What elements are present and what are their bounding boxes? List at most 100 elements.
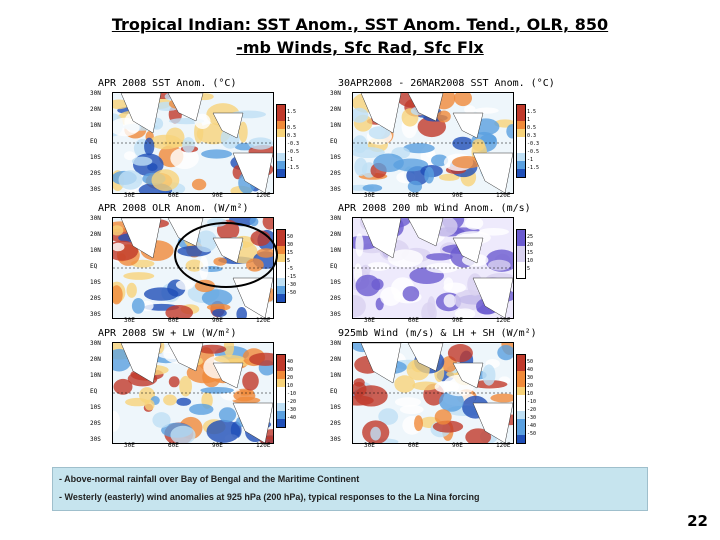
colorbar-label: -0.3	[527, 141, 540, 147]
lat-label: 30S	[330, 436, 341, 443]
lon-label: 90E	[452, 317, 463, 324]
colorbar	[276, 104, 286, 178]
colorbar-swatch	[517, 403, 525, 411]
colorbar-swatch	[277, 395, 285, 403]
map-field	[352, 92, 514, 194]
colorbar-swatch	[517, 379, 525, 387]
colorbar-label: 30	[287, 367, 294, 373]
colorbar-label: -50	[287, 290, 297, 296]
lat-label: EQ	[90, 263, 98, 270]
colorbar-swatch	[517, 145, 525, 153]
colorbar-swatch	[277, 246, 285, 254]
colorbar-label: 1.5	[287, 109, 297, 115]
lon-label: 90E	[212, 192, 223, 199]
colorbar-swatch	[277, 387, 285, 395]
colorbar-swatch	[517, 238, 525, 246]
colorbar-label: 50	[527, 359, 534, 365]
colorbar-swatch	[277, 129, 285, 137]
lat-label: 20S	[330, 420, 341, 427]
colorbar-label: -20	[527, 407, 537, 413]
colorbar	[276, 354, 286, 428]
map-panel-title: APR 2008 200 mb Wind Anom. (m/s)	[338, 203, 531, 214]
lat-label: EQ	[330, 138, 338, 145]
colorbar-label: -5	[287, 266, 294, 272]
lon-label: 120E	[496, 317, 511, 324]
map-panel-sst: APR 2008 SST Anom. (°C) 30N 20N 10N EQ 10S 20S…	[90, 78, 360, 200]
lat-label: 20S	[330, 295, 341, 302]
page-number: 22	[687, 512, 708, 530]
lon-label: 120E	[256, 442, 271, 449]
colorbar-label: -1	[527, 157, 534, 163]
colorbar-swatch	[517, 270, 525, 278]
colorbar-swatch	[277, 294, 285, 302]
colorbar-label: 40	[287, 359, 294, 365]
lat-label: 30S	[90, 186, 101, 193]
lat-label: 30N	[330, 90, 341, 97]
colorbar-swatch	[277, 137, 285, 145]
lat-label: 20N	[90, 231, 101, 238]
note-line-2: - Westerly (easterly) wind anomalies at …	[59, 492, 480, 502]
colorbar-swatch	[517, 395, 525, 403]
colorbar-label: 10	[287, 383, 294, 389]
colorbar-label: 20	[527, 383, 534, 389]
lon-label: 60E	[168, 192, 179, 199]
colorbar-swatch	[517, 105, 525, 113]
colorbar-swatch	[517, 262, 525, 270]
map-field	[112, 342, 274, 444]
colorbar-swatch	[277, 161, 285, 169]
lat-label: 30N	[90, 90, 101, 97]
colorbar-label: -0.5	[287, 149, 300, 155]
lon-label: 30E	[364, 192, 375, 199]
colorbar-label: -0.3	[287, 141, 300, 147]
lon-label: 60E	[408, 442, 419, 449]
lon-label: 60E	[408, 317, 419, 324]
colorbar-swatch	[277, 286, 285, 294]
colorbar-swatch	[517, 419, 525, 427]
colorbar-label: -40	[287, 415, 297, 421]
colorbar-swatch	[277, 270, 285, 278]
lon-label: 120E	[496, 442, 511, 449]
map-panel-title: APR 2008 SST Anom. (°C)	[98, 78, 237, 89]
lat-label: 10S	[90, 279, 101, 286]
colorbar-label: -50	[527, 431, 537, 437]
lat-label: 30N	[330, 340, 341, 347]
map-panel-title: APR 2008 SW + LW (W/m²)	[98, 328, 237, 339]
colorbar-swatch	[517, 137, 525, 145]
map-field	[112, 92, 274, 194]
colorbar-label: 1	[287, 117, 291, 123]
slide-title-line2: -mb Winds, Sfc Rad, Sfc Flx	[236, 38, 484, 57]
lat-label: EQ	[330, 263, 338, 270]
colorbar-swatch	[277, 403, 285, 411]
lon-label: 30E	[364, 317, 375, 324]
lat-label: 10N	[330, 122, 341, 129]
colorbar-swatch	[277, 230, 285, 238]
colorbar-label: 10	[527, 391, 534, 397]
colorbar-swatch	[517, 363, 525, 371]
lat-label: 10N	[90, 247, 101, 254]
lat-label: 30N	[90, 340, 101, 347]
colorbar-label: 15	[527, 250, 534, 256]
colorbar-swatch	[277, 411, 285, 419]
lat-label: 20N	[90, 106, 101, 113]
colorbar-swatch	[277, 379, 285, 387]
colorbar-label: 20	[527, 242, 534, 248]
map-panel-title: 925mb Wind (m/s) & LH + SH (W/m²)	[338, 328, 537, 339]
map-field	[352, 342, 514, 444]
slide-title-line1: Tropical Indian: SST Anom., SST Anom. Te…	[111, 15, 609, 34]
colorbar-swatch	[277, 419, 285, 427]
colorbar-label: -1.5	[287, 165, 300, 171]
colorbar-label: -0.5	[527, 149, 540, 155]
colorbar-swatch	[517, 246, 525, 254]
colorbar-label: 0.5	[287, 125, 297, 131]
colorbar-swatch	[277, 355, 285, 363]
lon-label: 120E	[256, 192, 271, 199]
lat-label: 10N	[330, 372, 341, 379]
lat-label: 10N	[330, 247, 341, 254]
colorbar-swatch	[277, 371, 285, 379]
colorbar-swatch	[277, 363, 285, 371]
map-panel-sw-lw: APR 2008 SW + LW (W/m²) 30N 20N 10N EQ 10S 20S…	[90, 328, 360, 450]
colorbar-swatch	[517, 254, 525, 262]
lon-label: 120E	[256, 317, 271, 324]
colorbar-swatch	[277, 105, 285, 113]
lat-label: 10S	[330, 154, 341, 161]
